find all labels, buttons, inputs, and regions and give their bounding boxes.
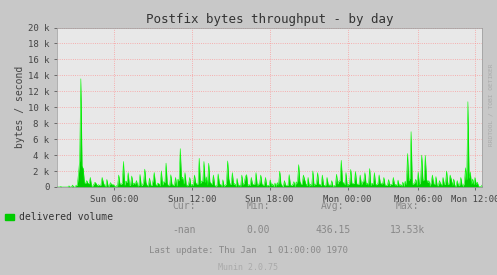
Title: Postfix bytes throughput - by day: Postfix bytes throughput - by day [146,13,393,26]
Text: delivered volume: delivered volume [19,212,113,222]
Y-axis label: bytes / second: bytes / second [15,66,25,148]
Text: RRDTOOL / TOBI OETIKER: RRDTOOL / TOBI OETIKER [489,63,494,146]
Text: 13.53k: 13.53k [390,225,425,235]
Text: Cur:: Cur: [172,201,196,211]
Text: Max:: Max: [396,201,419,211]
Text: Last update: Thu Jan  1 01:00:00 1970: Last update: Thu Jan 1 01:00:00 1970 [149,246,348,255]
Text: Avg:: Avg: [321,201,345,211]
Text: Min:: Min: [247,201,270,211]
Text: 0.00: 0.00 [247,225,270,235]
Text: Munin 2.0.75: Munin 2.0.75 [219,263,278,272]
Text: 436.15: 436.15 [316,225,350,235]
Text: -nan: -nan [172,225,196,235]
